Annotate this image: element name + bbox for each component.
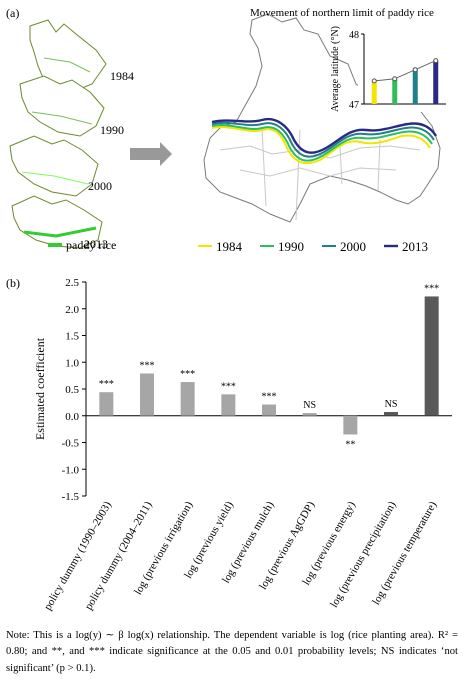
y-tick-label: 0.5 <box>65 384 79 396</box>
limit-line-1984 <box>211 126 431 165</box>
significance-label: *** <box>221 381 236 392</box>
small-map-1990 <box>19 75 105 137</box>
inset-title: Movement of northern limit of paddy rice <box>250 7 434 19</box>
coefficient-bar <box>140 373 154 416</box>
legend-label-2013: 2013 <box>402 239 428 254</box>
limit-line-2013 <box>211 117 438 154</box>
coefficient-bar <box>302 413 317 416</box>
legend-paddy-label: paddy rice <box>66 238 116 252</box>
significance-label: *** <box>424 283 439 294</box>
y-tick-label: 0.0 <box>65 411 79 423</box>
panel-b-label: (b) <box>6 276 20 290</box>
y-tick-label: -1.0 <box>62 464 80 476</box>
inset-point <box>433 58 439 64</box>
coefficient-bar <box>99 392 114 416</box>
y-tick-label: 2.5 <box>65 277 79 289</box>
legend-label-2000: 2000 <box>340 239 366 254</box>
large-map <box>203 13 441 223</box>
small-map-label-2013: 2013 <box>84 237 108 251</box>
figure-note: Note: This is a log(y) ∼ β log(x) relati… <box>6 630 458 674</box>
small-map-label-1984: 1984 <box>110 69 134 83</box>
category-label: policy dummy (1990–2003) <box>42 499 114 612</box>
y-tick-label: -1.5 <box>62 491 80 503</box>
small-map-2013 <box>11 195 103 249</box>
y-tick-label: -0.5 <box>62 438 80 450</box>
significance-label: *** <box>180 369 195 380</box>
y-tick-label: 1.5 <box>65 331 79 343</box>
inset-y-tick-label: 48 <box>349 30 359 41</box>
small-map-label-2000: 2000 <box>88 179 112 193</box>
significance-label: *** <box>99 379 114 390</box>
significance-label: ** <box>345 439 355 450</box>
coefficient-bar <box>343 415 358 435</box>
coefficient-bar <box>384 412 398 416</box>
small-map-1984 <box>29 19 107 93</box>
coefficient-bar <box>221 394 236 416</box>
small-map-label-1990: 1990 <box>100 123 124 137</box>
inset-point <box>371 78 377 84</box>
significance-label: NS <box>303 400 316 411</box>
significance-label: *** <box>140 360 155 371</box>
inset-bar <box>433 60 439 104</box>
inset-y-tick-label: 47 <box>349 100 359 111</box>
inset-point <box>392 76 398 82</box>
significance-label: *** <box>262 392 277 403</box>
y-tick-label: 2.0 <box>65 304 79 316</box>
coefficient-bar <box>424 296 439 416</box>
small-map-2000 <box>9 135 99 197</box>
coefficient-bar <box>262 404 276 416</box>
inset-trend-line <box>374 60 436 82</box>
inset-chart: 47 48 Average latitude (°N) <box>330 26 452 112</box>
arrow-icon <box>130 142 172 166</box>
significance-label: NS <box>385 399 398 410</box>
legend-paddy-swatch <box>48 243 62 247</box>
y-tick-label: 1.0 <box>65 357 79 369</box>
limit-line-2000 <box>211 121 435 158</box>
inset-bar <box>412 69 418 104</box>
coefficient-bar <box>180 382 195 416</box>
limit-line-1990 <box>211 124 433 162</box>
legend-label-1990: 1990 <box>278 239 304 254</box>
inset-point <box>412 67 418 73</box>
inset-bar <box>392 78 398 104</box>
panel-a-figure: 1984 1990 2000 2013 Movement of northern… <box>9 7 452 254</box>
panel-a-label: (a) <box>6 6 20 20</box>
coefficient-chart: -1.5 -1.0 -0.5 0.0 0.5 1.0 1.5 2.0 2.5 Estimated … <box>33 277 452 612</box>
legend-label-1984: 1984 <box>216 239 243 254</box>
inset-y-axis-label: Average latitude (°N) <box>330 26 341 112</box>
inset-bar <box>371 80 377 104</box>
y-axis-label: Estimated coefficient <box>33 337 47 440</box>
